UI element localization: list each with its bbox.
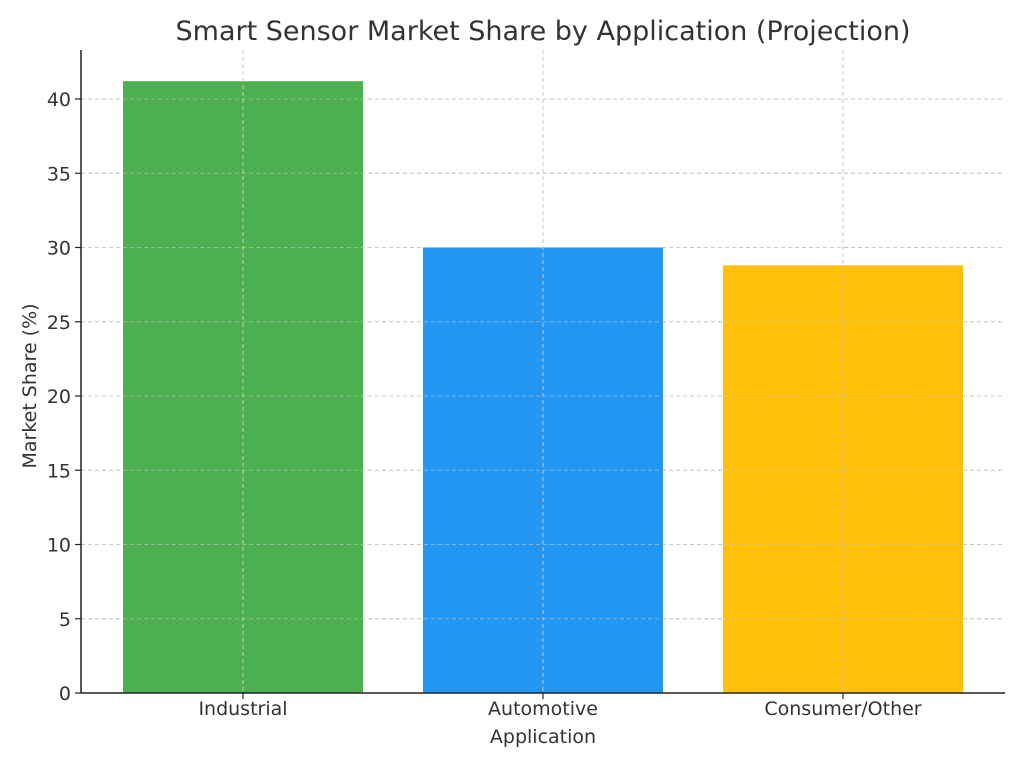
x-tick-label: Consumer/Other [764,698,921,720]
y-axis-label: Market Share (%) [19,303,41,468]
x-axis-ticks: Industrial Automotive Consumer/Other [198,693,922,720]
y-tick-label: 30 [47,238,71,260]
x-axis-label: Application [490,726,596,748]
x-tick-label: Industrial [198,698,287,720]
x-tick-label: Automotive [488,698,598,720]
y-tick-label: 10 [47,535,71,557]
y-axis-ticks: 0 5 10 15 20 25 30 35 40 [47,89,81,705]
y-tick-label: 35 [47,163,71,185]
chart-title: Smart Sensor Market Share by Application… [176,16,911,47]
y-tick-label: 15 [47,460,71,482]
y-tick-label: 0 [59,683,71,705]
y-tick-label: 25 [47,312,71,334]
y-tick-label: 5 [59,609,71,631]
y-tick-label: 20 [47,386,71,408]
y-tick-label: 40 [47,89,71,111]
grid-lines-overlay [81,50,1005,693]
